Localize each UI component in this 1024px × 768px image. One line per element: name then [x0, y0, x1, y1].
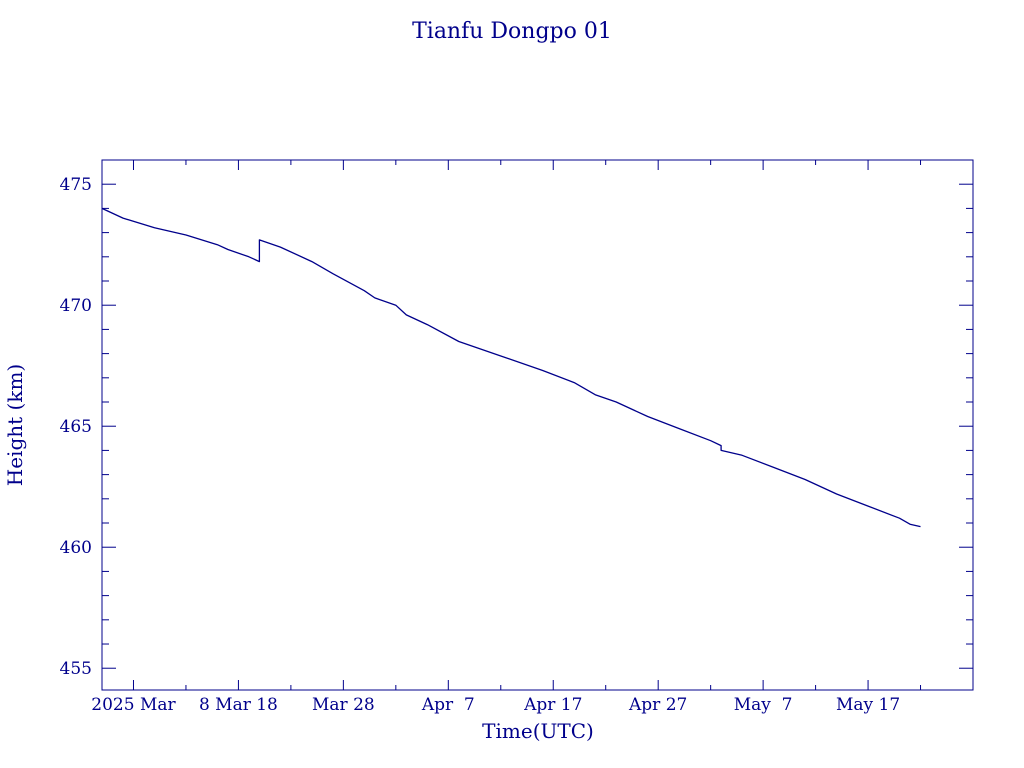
y-tick-label: 465 [60, 417, 92, 437]
x-tick-label: Apr 27 [628, 695, 687, 715]
y-tick-label: 470 [60, 296, 92, 316]
plot-area [101, 159, 974, 691]
x-tick-label: May 17 [836, 695, 900, 715]
chart-title: Tianfu Dongpo 01 [412, 19, 612, 44]
x-axis: 2025 Mar 8 Mar 18 Mar 28 Apr 7 Apr 17 Apr 27 M… [91, 160, 974, 715]
series-layer [101, 207, 921, 528]
y-tick-label: 455 [60, 659, 92, 679]
y-tick-label: 475 [60, 175, 92, 195]
y-axis: 455 460 465 470 475 [60, 159, 973, 679]
y-axis-label: Height (km) [3, 364, 27, 486]
plot-frame [101, 159, 974, 691]
x-tick-label: Apr 17 [523, 695, 582, 715]
x-tick-label: May 7 [734, 695, 793, 715]
x-tick-label: Apr 7 [421, 695, 475, 715]
x-axis-label: Time(UTC) [482, 719, 594, 743]
series-line [101, 207, 921, 528]
x-tick-label: Mar 28 [312, 695, 375, 715]
x-tick-label: 8 Mar 18 [199, 695, 278, 715]
x-tick-label: 2025 Mar [91, 695, 176, 715]
y-tick-label: 460 [60, 538, 92, 558]
